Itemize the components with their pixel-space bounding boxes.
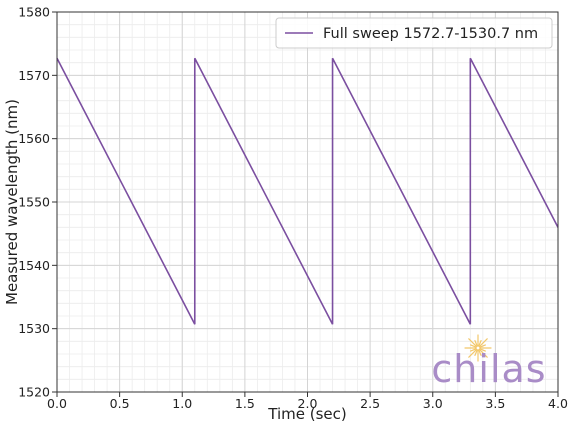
series-line-0	[56, 57, 559, 325]
x-tick-label: 0.5	[110, 396, 130, 411]
legend-box	[275, 17, 553, 49]
x-tick-label: 3.0	[423, 396, 443, 411]
logo-sunburst-ray	[468, 348, 478, 358]
y-tick-label: 1580	[18, 5, 50, 20]
logo-sunburst-ray	[478, 340, 482, 347]
y-axis-ticks: 1520 1530 1540 1550 1560 1570 1580	[18, 5, 57, 400]
x-tick-label: 2.0	[298, 396, 318, 411]
x-tick-label: 0.0	[47, 396, 67, 411]
x-tick-label: 2.5	[360, 396, 380, 411]
series-layer	[56, 57, 559, 325]
logo-sunburst-ray	[479, 344, 486, 348]
chilas-logo-watermark: chilas	[431, 334, 546, 391]
logo-sunburst-ray	[470, 344, 477, 348]
x-tick-label: 4.0	[548, 396, 568, 411]
legend: Full sweep 1572.7-1530.7 nm	[275, 17, 553, 49]
y-tick-label: 1530	[18, 321, 50, 336]
logo-sunburst-ray	[474, 340, 478, 347]
logo-sunburst-ray	[478, 348, 488, 358]
y-tick-label: 1550	[18, 195, 50, 210]
x-tick-label: 1.0	[172, 396, 192, 411]
logo-sunburst-ray	[470, 348, 477, 352]
y-tick-label: 1570	[18, 68, 50, 83]
x-tick-label: 3.5	[485, 396, 505, 411]
logo-sunburst-ray	[468, 338, 478, 348]
y-tick-label: 1560	[18, 131, 50, 146]
logo-sunburst-ray	[479, 348, 486, 352]
y-tick-label: 1520	[18, 385, 50, 400]
logo-wordmark: chilas	[431, 347, 546, 391]
legend-entry-label: Full sweep 1572.7-1530.7 nm	[323, 26, 538, 42]
logo-sunburst-ray	[478, 349, 482, 356]
y-axis-label: Measured wavelength (nm)	[3, 99, 21, 305]
x-axis-label: Time (sec)	[267, 405, 346, 423]
x-axis-ticks: 0.0 0.5 1.0 1.5 2.0 2.5 3.0 3.5 4.0	[47, 392, 568, 411]
y-tick-label: 1540	[18, 258, 50, 273]
x-tick-label: 1.5	[235, 396, 255, 411]
logo-sunburst-ray	[478, 338, 488, 348]
logo-sunburst-ray	[474, 349, 478, 356]
